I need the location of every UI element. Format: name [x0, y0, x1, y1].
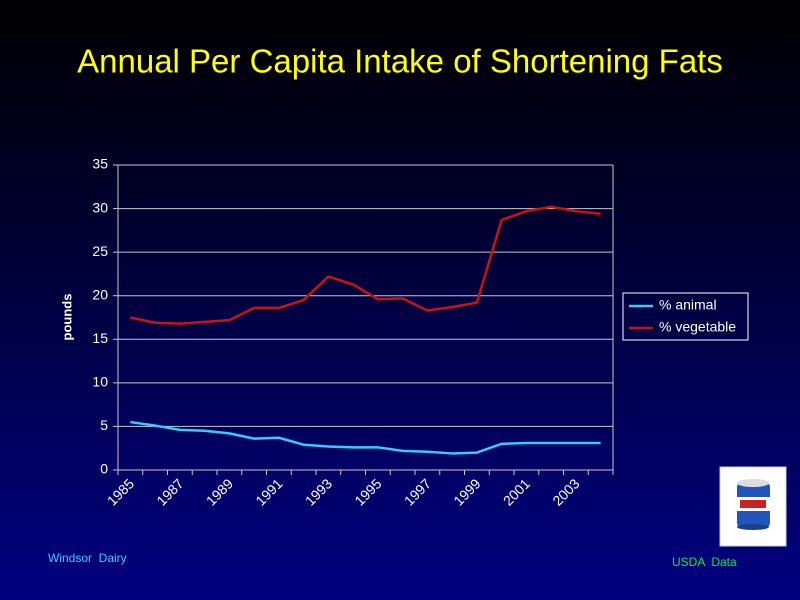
- y-tick-label: 30: [92, 199, 108, 215]
- y-tick-label: 15: [92, 330, 108, 346]
- y-axis-label: pounds: [59, 294, 74, 341]
- legend-label: % animal: [659, 297, 717, 313]
- y-tick-label: 20: [92, 286, 108, 302]
- y-tick-label: 0: [100, 461, 108, 477]
- y-tick-label: 10: [92, 374, 108, 390]
- y-tick-label: 25: [92, 243, 108, 259]
- credit: Windsor Dairy: [48, 551, 127, 565]
- series-line: [130, 205, 601, 325]
- source: USDA Data: [672, 555, 737, 569]
- legend-label: % vegetable: [659, 319, 736, 335]
- y-tick-label: 5: [100, 417, 108, 433]
- legend-box: [622, 292, 749, 341]
- series-line: [130, 420, 601, 455]
- product-icon: [719, 466, 787, 547]
- y-tick-label: 35: [92, 156, 108, 172]
- chart-title: Annual Per Capita Intake of Shortening F…: [77, 43, 723, 80]
